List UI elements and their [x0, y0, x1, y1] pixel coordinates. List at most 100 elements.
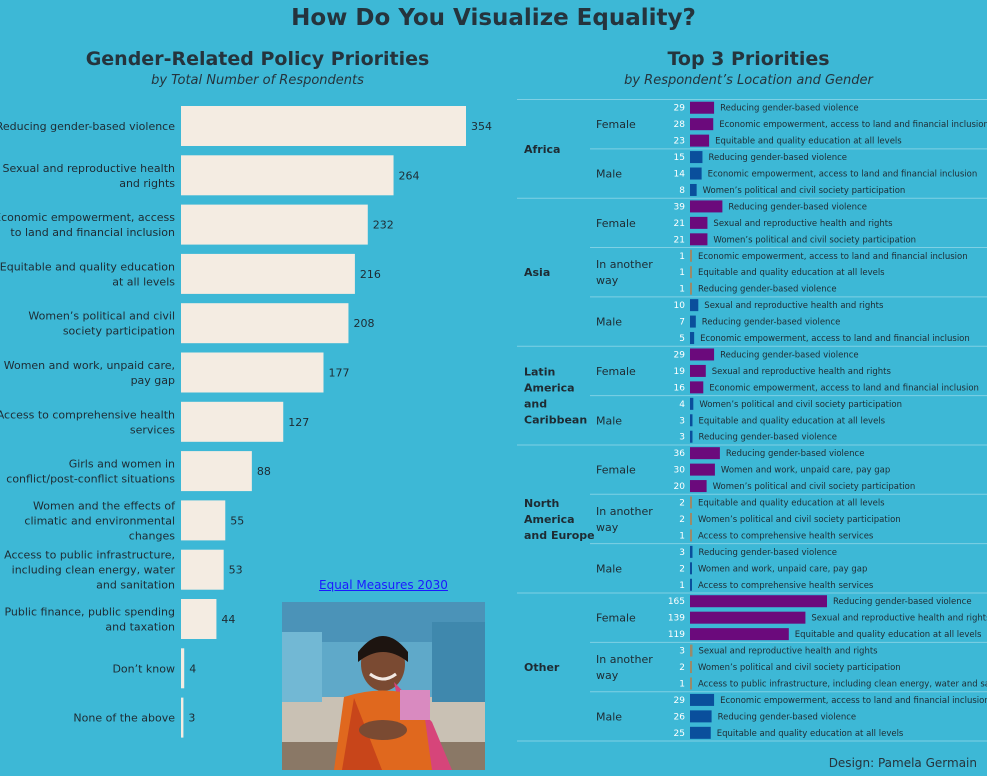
category-label: Reducing gender-based violence [0, 120, 175, 133]
bar [181, 648, 185, 689]
item-value-label: 139 [668, 614, 685, 624]
bar [181, 253, 355, 294]
main-title: How Do You Visualize Equality? [291, 5, 696, 31]
gender-label: Female [596, 464, 636, 477]
item-value-label: 30 [674, 466, 686, 476]
item-value-label: 1 [679, 679, 685, 689]
gender-label: way [596, 521, 619, 534]
item-value-label: 1 [679, 252, 685, 262]
region-label: North [524, 497, 559, 510]
region-label: and Europe [524, 529, 595, 542]
item-label: Reducing gender-based violence [720, 350, 859, 360]
item-bar [690, 677, 692, 690]
item-bar [690, 628, 789, 641]
gender-label: Male [596, 316, 622, 329]
category-label: and taxation [105, 621, 175, 634]
item-value-label: 15 [674, 153, 685, 163]
bar-value-label: 127 [288, 416, 309, 429]
region-label: and [524, 398, 547, 411]
item-bar [690, 693, 715, 706]
item-value-label: 2 [679, 663, 685, 673]
item-bar [690, 381, 704, 394]
item-label: Economic empowerment, access to land and… [709, 383, 979, 393]
item-value-label: 14 [674, 170, 686, 180]
item-bar [690, 480, 707, 493]
item-bar [690, 118, 714, 131]
item-value-label: 8 [679, 186, 685, 196]
category-label: None of the above [73, 712, 175, 725]
item-label: Economic empowerment, access to land and… [698, 252, 968, 262]
bar [181, 549, 224, 590]
item-value-label: 2 [679, 515, 685, 525]
bar-value-label: 44 [221, 613, 235, 626]
item-bar [690, 545, 693, 558]
item-bar [690, 529, 692, 542]
item-value-label: 3 [679, 548, 685, 558]
category-label: and sanitation [96, 579, 175, 592]
top3-priorities-chart: Africa Female 29 Reducing gender-based viol… [517, 99, 987, 742]
bar [181, 451, 252, 492]
item-label: Access to public infrastructure, includi… [698, 679, 987, 689]
item-bar [690, 661, 692, 674]
category-label: changes [129, 529, 175, 542]
item-label: Reducing gender-based violence [726, 449, 865, 459]
item-label: Reducing gender-based violence [698, 433, 837, 443]
item-label: Equitable and quality education at all l… [698, 499, 885, 509]
bar-value-label: 88 [257, 465, 271, 478]
bar [181, 303, 349, 344]
item-value-label: 25 [674, 729, 685, 739]
item-label: Women’s political and civil society part… [713, 235, 916, 245]
category-label: society participation [63, 325, 175, 338]
gender-label: Male [596, 168, 622, 181]
item-label: Sexual and reproductive health and right… [713, 219, 893, 229]
item-label: Reducing gender-based violence [708, 153, 847, 163]
item-bar [690, 463, 715, 476]
item-bar [690, 414, 693, 427]
region-label: Caribbean [524, 414, 587, 427]
category-label: Don’t know [112, 662, 175, 675]
item-bar [690, 315, 696, 328]
category-label: and rights [119, 177, 175, 190]
right-chart-subtitle: by Respondent’s Location and Gender [624, 73, 873, 88]
item-value-label: 3 [679, 416, 685, 426]
bar [181, 697, 184, 738]
equal-measures-link[interactable]: Equal Measures 2030 [319, 578, 448, 592]
item-value-label: 21 [674, 219, 685, 229]
gender-label: Male [596, 562, 622, 575]
item-label: Women’s political and civil society part… [699, 400, 902, 410]
region-label: Africa [524, 143, 560, 156]
left-chart-title: Gender-Related Policy Priorities [85, 48, 430, 70]
item-bar [690, 233, 708, 246]
category-label: Girls and women in [69, 458, 175, 471]
item-label: Economic empowerment, access to land and… [719, 120, 987, 130]
gender-label: In another [596, 653, 653, 666]
gender-label: way [596, 669, 619, 682]
item-value-label: 29 [674, 696, 686, 706]
item-label: Equitable and quality education at all l… [795, 630, 982, 640]
right-chart-title: Top 3 Priorities [667, 48, 830, 70]
region-label: Asia [524, 266, 550, 279]
gender-label: way [596, 274, 619, 287]
bar-value-label: 55 [230, 514, 244, 527]
item-bar [690, 332, 695, 345]
item-label: Women and work, unpaid care, pay gap [721, 466, 890, 476]
category-label: Access to comprehensive health [0, 408, 175, 421]
item-bar [690, 726, 711, 739]
bar [181, 204, 368, 245]
item-label: Sexual and reproductive health and right… [811, 614, 987, 624]
category-label: Women and work, unpaid care, [4, 359, 175, 372]
item-bar [690, 266, 692, 279]
gender-label: Female [596, 612, 636, 625]
item-label: Economic empowerment, access to land and… [700, 334, 970, 344]
category-label: pay gap [131, 374, 175, 387]
gender-label: Female [596, 217, 636, 230]
category-label: Equitable and quality education [0, 260, 175, 273]
item-value-label: 39 [674, 202, 686, 212]
item-value-label: 3 [679, 433, 685, 443]
item-label: Equitable and quality education at all l… [715, 137, 902, 147]
item-label: Reducing gender-based violence [718, 712, 857, 722]
item-label: Women’s political and civil society part… [713, 482, 916, 492]
item-label: Women’s political and civil society part… [703, 186, 906, 196]
item-value-label: 29 [674, 350, 686, 360]
region-label: America [524, 382, 575, 395]
